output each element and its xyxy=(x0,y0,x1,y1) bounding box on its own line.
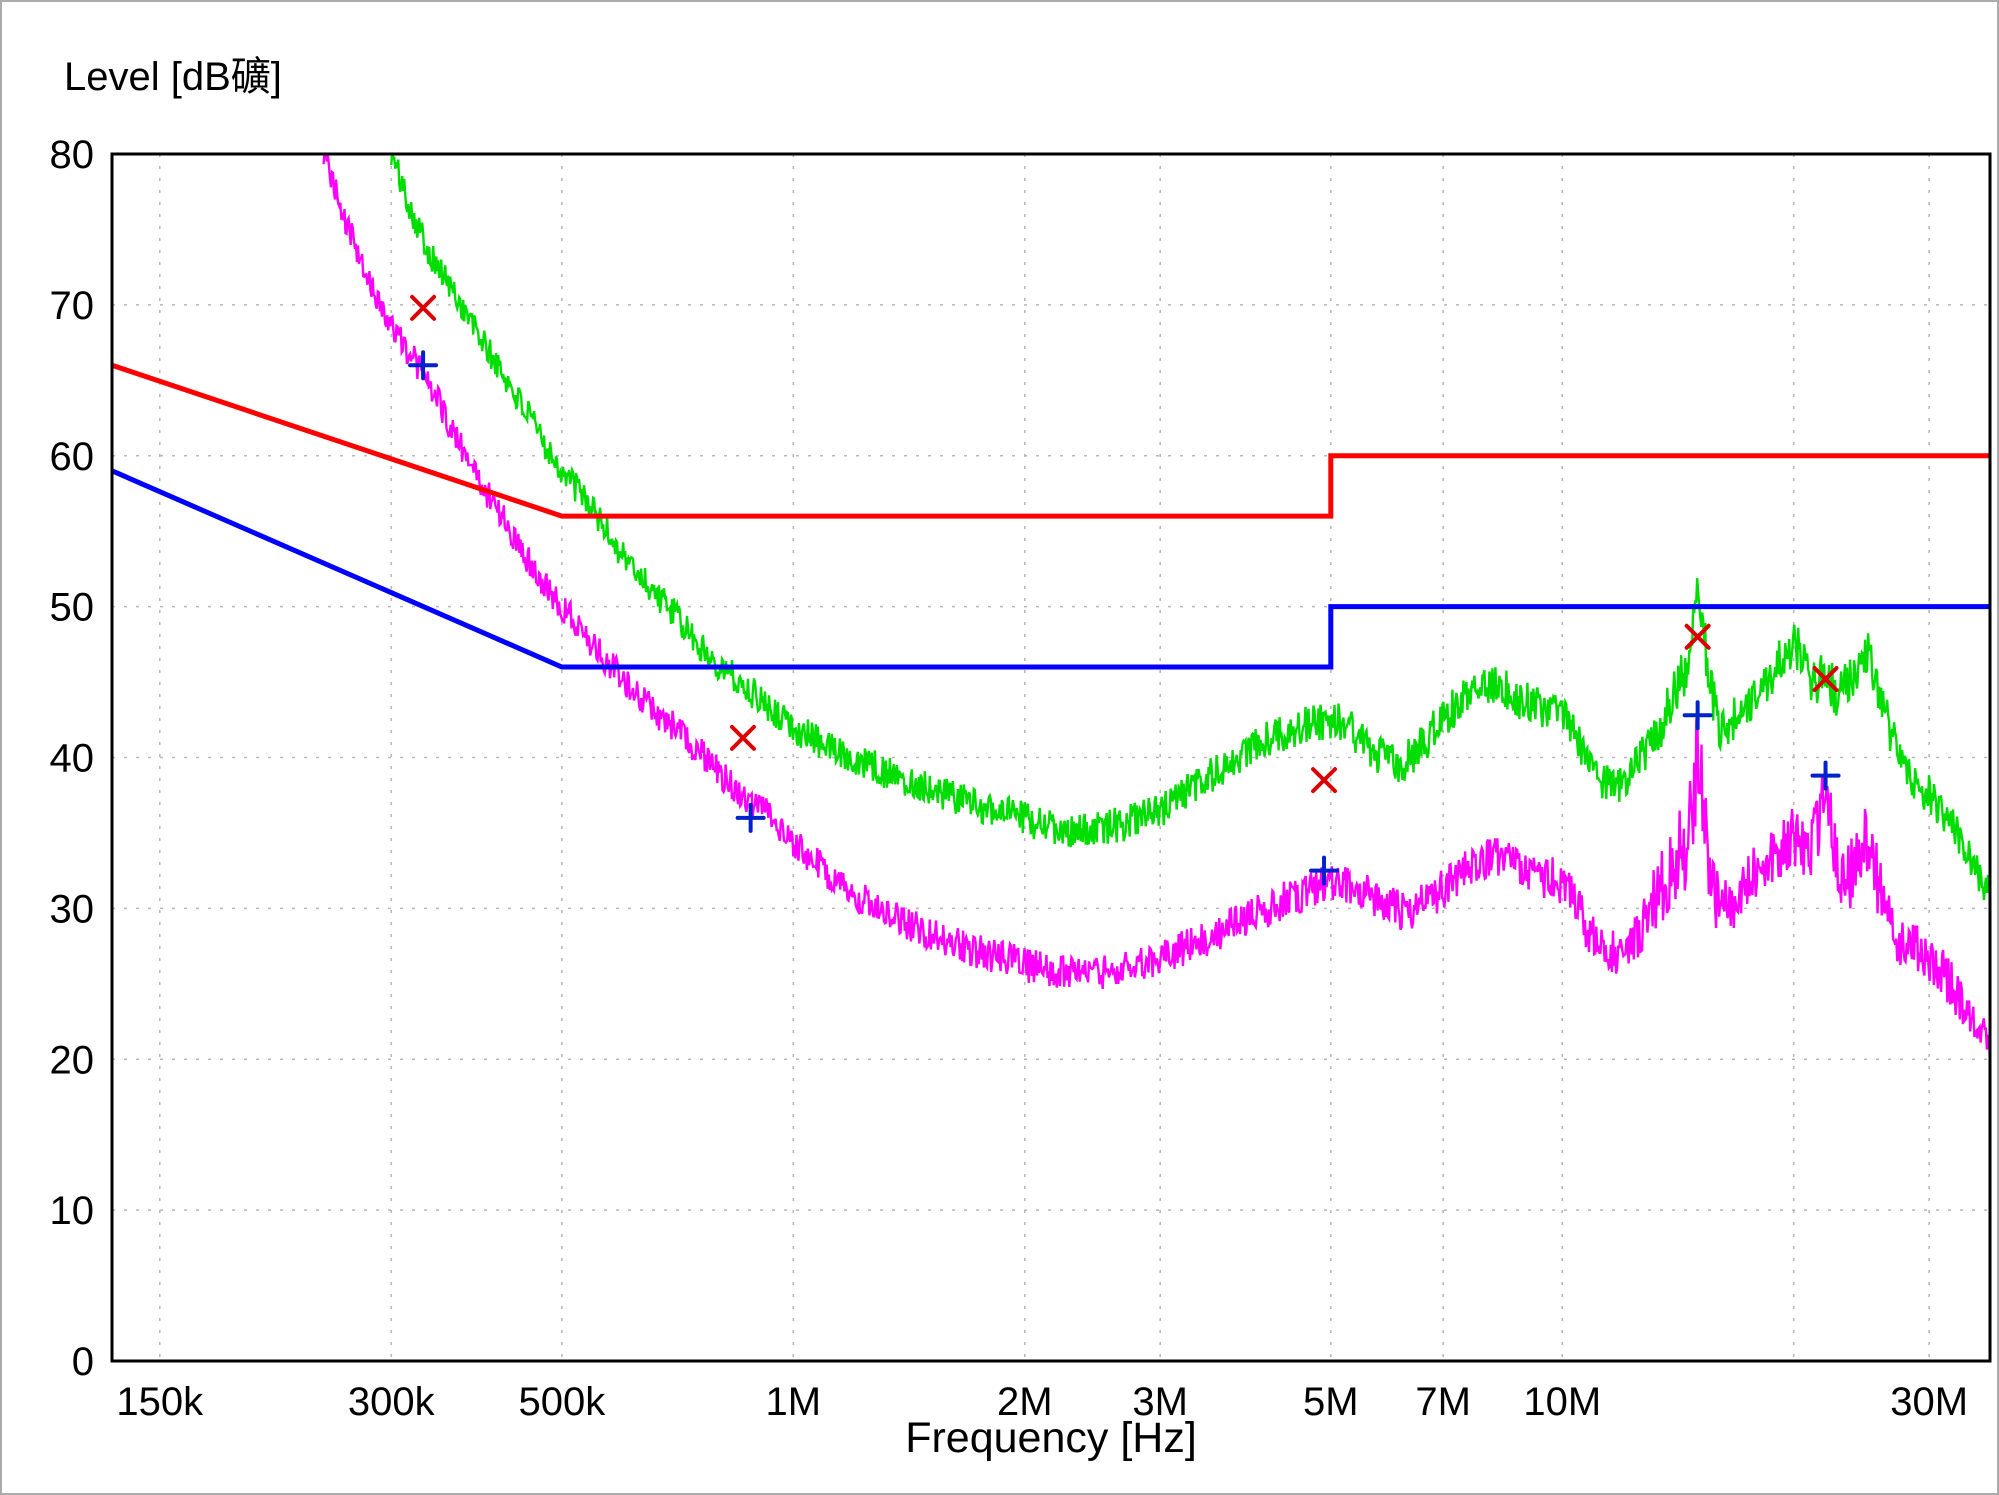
y-tick-label: 50 xyxy=(50,586,95,630)
x-tick-label: 3M xyxy=(1132,1380,1188,1424)
marker-x xyxy=(1311,767,1338,794)
x-tick-label: 30M xyxy=(1890,1380,1968,1424)
x-tick-label: 500k xyxy=(518,1380,606,1424)
x-axis-tick-labels: 150k 300k 500k 1M 2M 3M 5M 7M 10M 30M xyxy=(116,1380,1968,1424)
quasi-peak-limit xyxy=(112,362,1990,519)
quasi-peak-final-measurements xyxy=(410,294,1839,794)
x-tick-label: 7M xyxy=(1415,1380,1471,1424)
marker-x xyxy=(729,724,756,751)
marker-x xyxy=(1812,666,1839,693)
marker-+ xyxy=(408,350,439,381)
x-axis-label: Frequency [Hz] xyxy=(905,1414,1197,1462)
y-tick-label: 0 xyxy=(72,1340,94,1384)
x-tick-label: 300k xyxy=(348,1380,436,1424)
average-limit xyxy=(112,468,1990,670)
y-tick-label: 10 xyxy=(50,1189,95,1233)
y-tick-label: 40 xyxy=(50,737,95,781)
x-tick-label: 2M xyxy=(997,1380,1053,1424)
y-axis-title: Level [dB礦] xyxy=(64,55,282,99)
average-trace xyxy=(322,154,1990,1063)
marker-+ xyxy=(1309,855,1340,886)
y-tick-label: 20 xyxy=(50,1038,95,1082)
marker-+ xyxy=(735,802,766,833)
y-tick-label: 80 xyxy=(50,133,95,177)
marker-x xyxy=(410,294,437,321)
peak-trace xyxy=(390,154,1990,901)
x-tick-label: 1M xyxy=(766,1380,822,1424)
x-tick-label: 10M xyxy=(1523,1380,1601,1424)
y-axis-tick-labels: 0 10 20 30 40 50 60 70 80 xyxy=(50,133,95,1384)
y-tick-label: 60 xyxy=(50,435,95,479)
marker-x xyxy=(1684,623,1711,650)
y-tick-label: 70 xyxy=(50,284,95,328)
y-tick-label: 30 xyxy=(50,887,95,931)
x-tick-label: 5M xyxy=(1303,1380,1359,1424)
x-tick-label: 150k xyxy=(116,1380,204,1424)
average-final-measurements xyxy=(408,350,1841,886)
marker-+ xyxy=(1682,700,1713,731)
marker-+ xyxy=(1810,760,1841,791)
plot-frame xyxy=(110,152,1992,1363)
